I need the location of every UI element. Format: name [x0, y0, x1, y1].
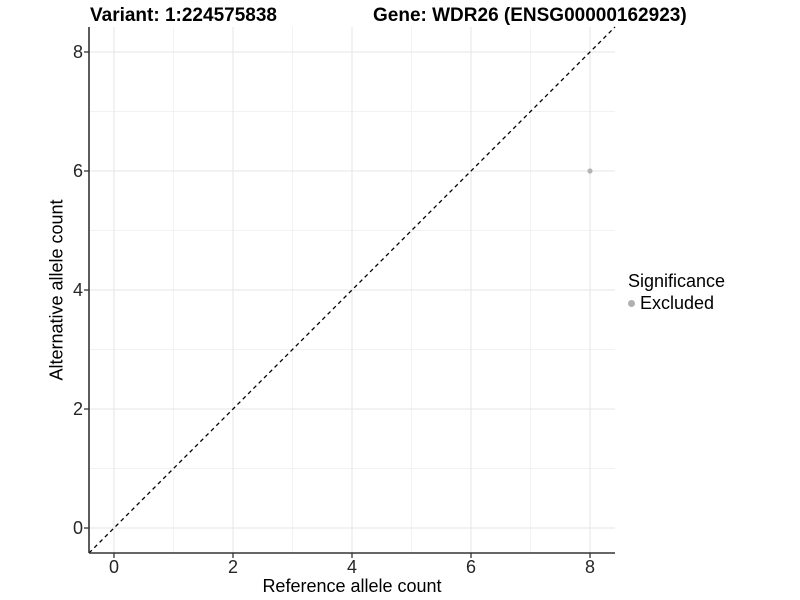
data-point [587, 168, 593, 174]
x-axis-title: Reference allele count [262, 576, 442, 596]
plot-title-variant: Variant: 1:224575838 [90, 5, 277, 26]
legend-title: Significance [628, 271, 726, 291]
y-tick-label: 0 [72, 518, 83, 538]
x-tick-label: 4 [346, 557, 357, 577]
legend: Significance Excluded [628, 271, 726, 314]
identity-reference-line [88, 26, 616, 554]
legend-item-excluded: Excluded [628, 292, 725, 314]
x-tick-label: 8 [584, 557, 595, 577]
y-tick-label: 8 [72, 41, 83, 62]
plot-title-gene: Gene: WDR26 (ENSG00000162923) [373, 5, 687, 26]
x-tick-label: 0 [108, 557, 119, 577]
x-tick-label: 6 [465, 557, 476, 577]
legend-key-point-icon [628, 300, 635, 308]
x-tick-label: 2 [227, 557, 238, 577]
y-tick-label: 4 [72, 280, 83, 300]
y-axis-title: Alternative allele count [46, 199, 67, 381]
legend-item-label: Excluded [640, 292, 715, 313]
y-tick-label: 2 [72, 399, 83, 419]
y-tick-label: 6 [72, 160, 83, 181]
